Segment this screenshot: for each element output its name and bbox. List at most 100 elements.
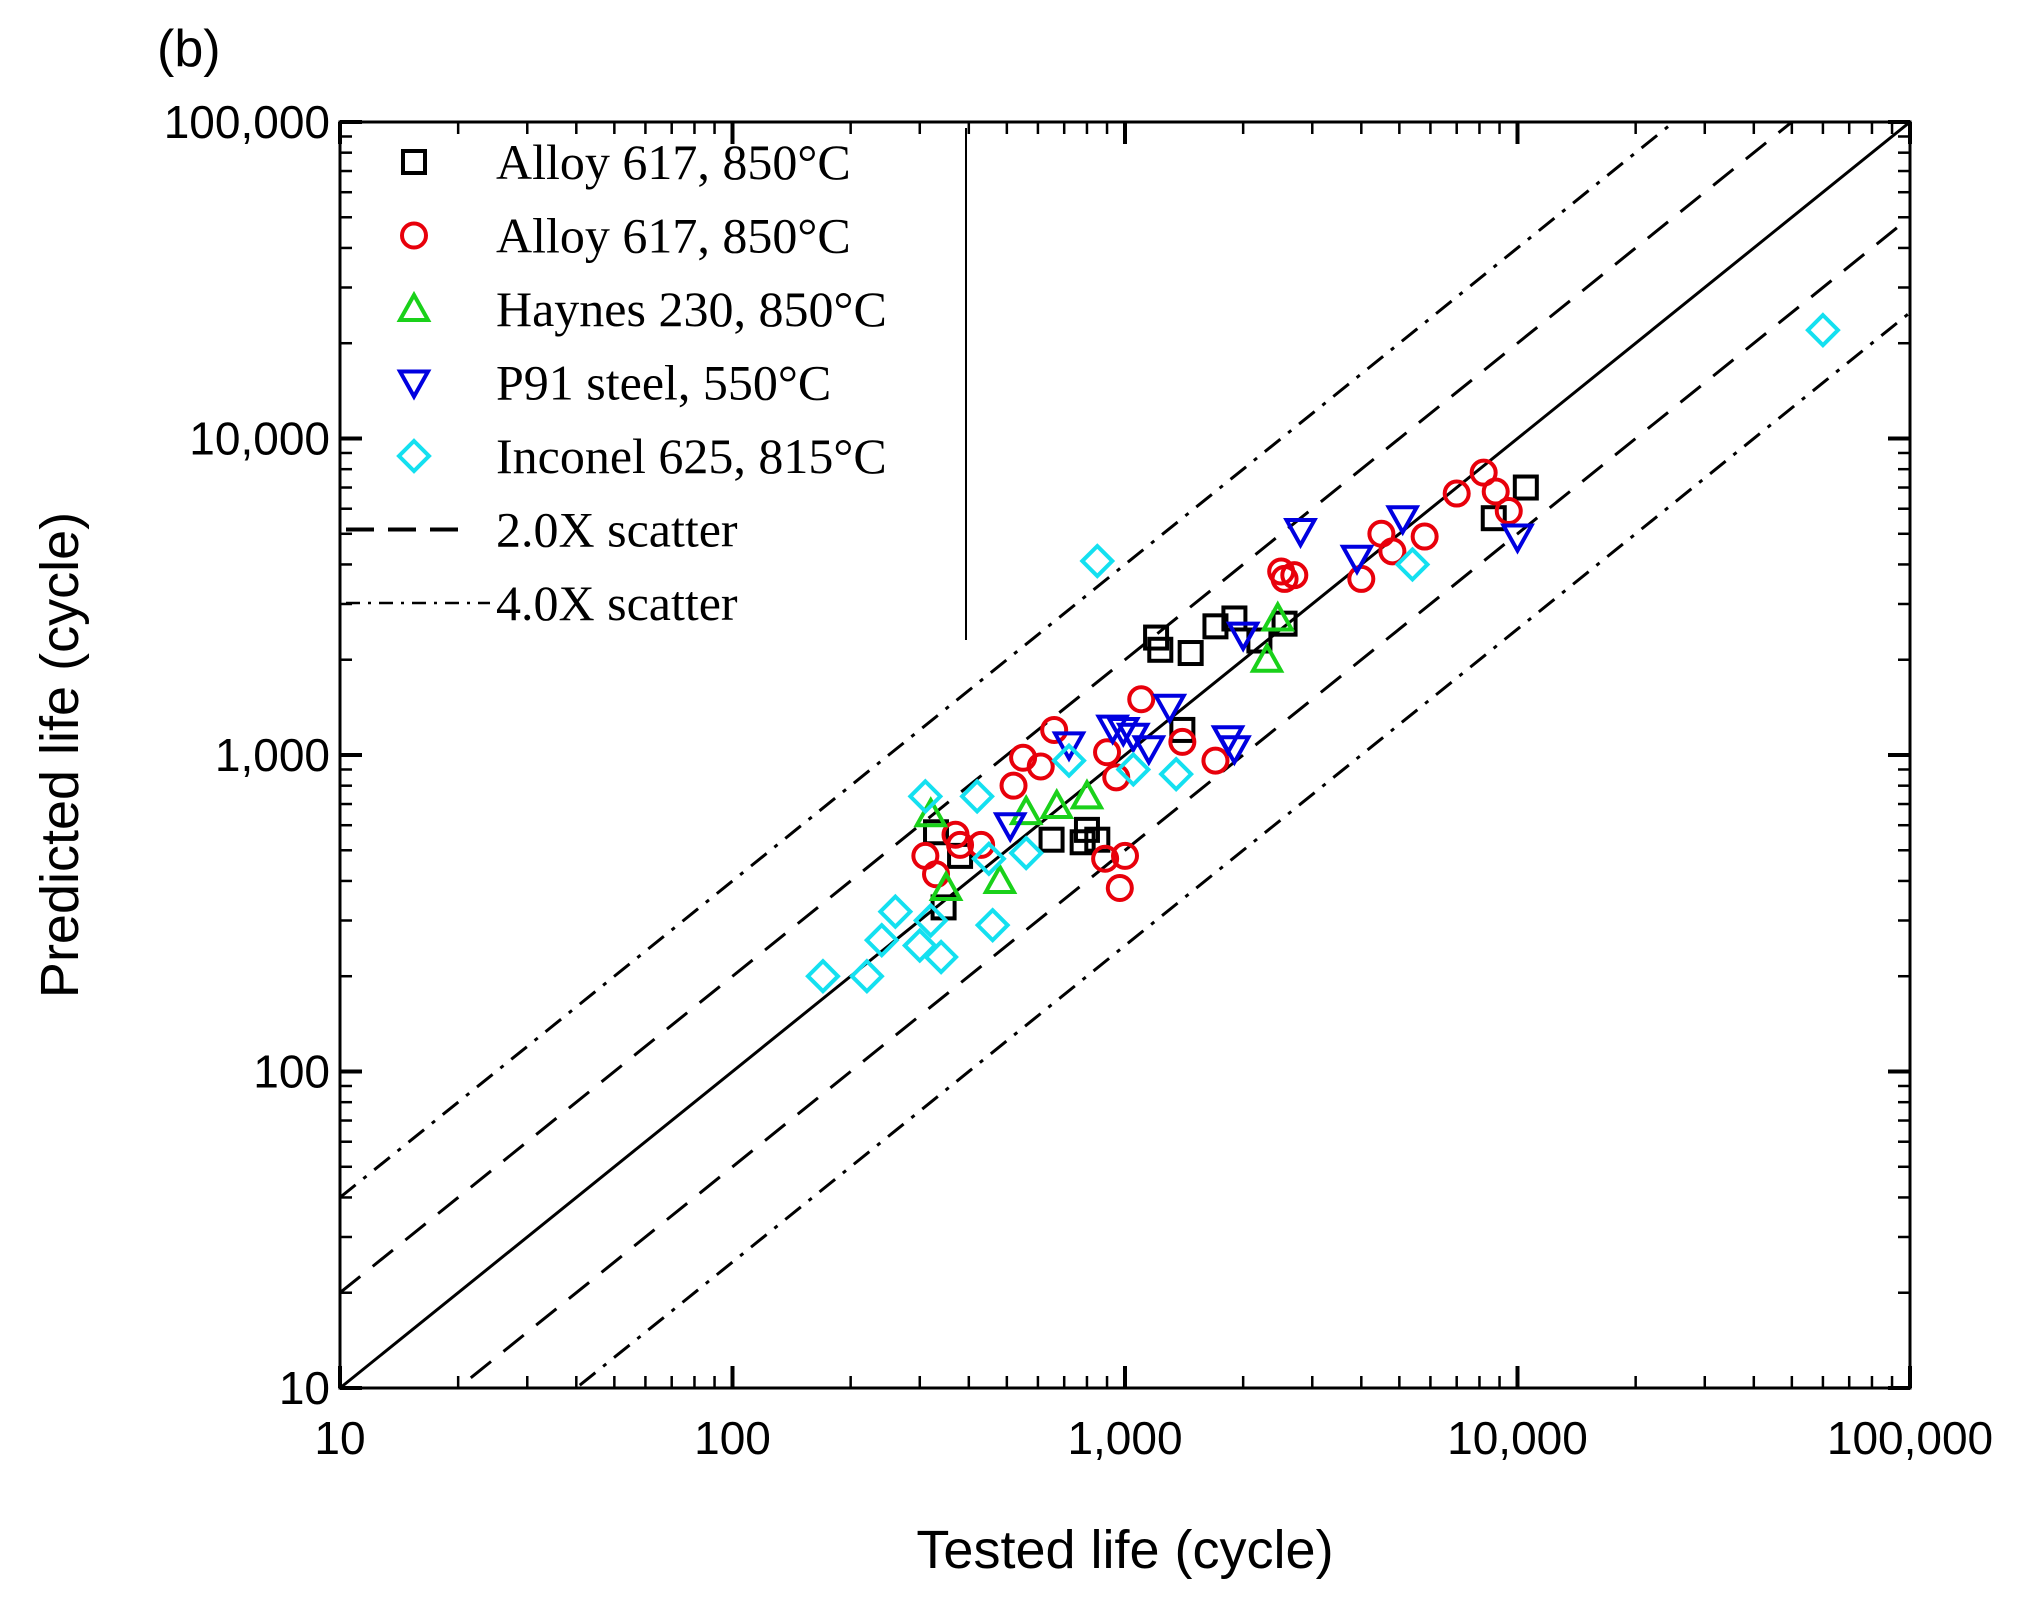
legend-item-7: 4.0X scatter <box>346 575 738 631</box>
data-point <box>1040 715 1069 744</box>
series-2-circle <box>911 458 1523 902</box>
data-point <box>1480 505 1507 532</box>
data-point <box>1500 523 1535 555</box>
legend-marker-diamond <box>396 438 432 474</box>
y-axis-title: Predicted life (cycle) <box>30 512 90 998</box>
data-point <box>1347 564 1376 593</box>
data-point <box>959 778 995 815</box>
data-point <box>1111 841 1139 870</box>
x-tick-label: 10 <box>314 1412 365 1464</box>
data-point <box>982 862 1018 894</box>
data-point <box>1131 735 1167 767</box>
series-3-triangle-up <box>913 600 1296 901</box>
y-tick-label: 10,000 <box>189 413 330 465</box>
y-tick-label: 100,000 <box>164 96 330 148</box>
x-tick-label: 1,000 <box>1067 1412 1182 1464</box>
data-point <box>1105 873 1134 902</box>
data-point <box>1158 756 1194 792</box>
y-tick-label: 10 <box>279 1362 330 1414</box>
reference-line-2-0x-scatter-0.5 <box>455 216 1910 1388</box>
data-point <box>1201 746 1230 775</box>
legend-marker-triangle-down <box>396 369 432 401</box>
legend: Alloy 617, 850°C Alloy 617, 850°C Haynes 2… <box>346 128 967 640</box>
y-tick-label: 100 <box>253 1046 330 1098</box>
legend-marker-circle <box>400 221 428 250</box>
data-point <box>971 840 1007 877</box>
x-tick-label: 10,000 <box>1447 1412 1588 1464</box>
data-point <box>1283 518 1318 550</box>
legend-label: 2.0X scatter <box>496 502 738 558</box>
data-point <box>912 902 949 939</box>
data-point <box>1051 742 1087 779</box>
data-point <box>1147 636 1174 663</box>
data-point <box>1008 794 1044 826</box>
data-point <box>1367 519 1396 548</box>
data-point <box>1442 479 1471 508</box>
series-1-square <box>923 474 1539 921</box>
data-point <box>1280 561 1309 590</box>
legend-label: P91 steel, 550°C <box>496 355 831 411</box>
series-4-triangle-down <box>992 505 1535 844</box>
data-point <box>1026 752 1055 781</box>
legend-item-1: Alloy 617, 850°C <box>401 134 851 190</box>
x-tick-label: 100 <box>694 1412 771 1464</box>
data-point <box>1093 738 1122 767</box>
data-point <box>974 907 1011 943</box>
data-point <box>1385 505 1421 537</box>
legend-item-3: Haynes 230, 850°C <box>396 281 887 337</box>
data-point <box>1249 641 1285 673</box>
data-point <box>913 796 949 828</box>
data-point <box>1202 613 1229 640</box>
reference-line-4-0x-scatter-4 <box>340 122 1677 1199</box>
data-point <box>946 830 975 859</box>
data-point <box>1127 685 1156 714</box>
data-point <box>923 819 950 846</box>
data-point <box>999 771 1028 800</box>
data-point <box>1091 844 1120 873</box>
data-point <box>1069 778 1105 810</box>
data-point <box>967 830 996 859</box>
data-point <box>1481 477 1510 506</box>
data-point <box>863 922 900 958</box>
data-point <box>1051 731 1087 763</box>
data-point <box>1038 826 1065 853</box>
data-point <box>907 778 944 815</box>
data-point <box>1169 716 1196 743</box>
data-point <box>992 812 1028 844</box>
data-point <box>877 893 914 930</box>
legend-item-6: 2.0X scatter <box>346 502 738 558</box>
legend-label: Haynes 230, 850°C <box>496 281 887 337</box>
x-tick-label: 100,000 <box>1827 1412 1993 1464</box>
data-point <box>1079 543 1116 579</box>
data-point <box>1512 474 1539 501</box>
legend-label: Alloy 617, 850°C <box>496 134 851 190</box>
plot-area-frame <box>338 120 1912 1390</box>
data-point <box>1105 716 1141 749</box>
data-point <box>1339 544 1375 576</box>
data-point <box>1410 522 1439 551</box>
reference-line-4-0x-scatter-0.25 <box>573 311 1910 1388</box>
data-point <box>923 939 959 975</box>
x-axis-title: Tested life (cycle) <box>916 1520 1333 1580</box>
series-5-diamond <box>805 312 1841 995</box>
data-point <box>1260 600 1296 632</box>
data-point <box>1805 312 1841 348</box>
data-point <box>1039 787 1075 820</box>
data-point <box>928 869 964 901</box>
data-point <box>1494 497 1523 526</box>
legend-label: 4.0X scatter <box>496 575 738 631</box>
data-point <box>1216 735 1252 767</box>
legend-label: Alloy 617, 850°C <box>496 208 851 264</box>
reference-line-2-0x-scatter-2 <box>340 122 1795 1294</box>
legend-marker-triangle-up <box>396 290 432 322</box>
legend-label: Inconel 625, 815°C <box>496 428 887 484</box>
data-point <box>1394 546 1431 583</box>
data-point <box>849 958 885 995</box>
data-point <box>1115 751 1152 788</box>
legend-item-2: Alloy 617, 850°C <box>400 208 851 264</box>
data-point <box>805 958 841 995</box>
data-point <box>1008 835 1044 871</box>
panel-label: (b) <box>157 20 221 78</box>
data-point <box>1177 640 1204 667</box>
legend-item-5: Inconel 625, 815°C <box>396 428 887 484</box>
